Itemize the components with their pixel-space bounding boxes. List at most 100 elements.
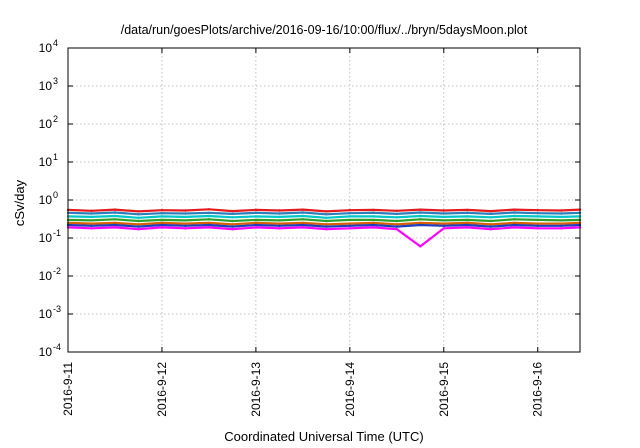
data-point <box>419 223 422 227</box>
data-point <box>113 211 117 214</box>
y-tick-exponent: -2 <box>53 266 61 276</box>
data-point <box>278 215 281 219</box>
data-point <box>489 228 492 231</box>
data-point <box>395 219 398 223</box>
y-tick-base: 10 <box>39 155 53 169</box>
x-tick-label: 2016-9-12 <box>155 362 169 417</box>
series-lines <box>66 208 582 248</box>
data-point <box>372 218 375 222</box>
data-point <box>466 221 469 225</box>
data-point <box>301 223 305 227</box>
data-point <box>325 225 328 228</box>
data-point <box>466 223 469 227</box>
data-point <box>254 221 258 225</box>
data-point <box>372 223 375 227</box>
data-point <box>395 212 398 216</box>
data-point <box>90 222 93 225</box>
series-line <box>67 211 581 216</box>
data-point <box>489 223 492 226</box>
data-point <box>184 215 187 219</box>
data-point <box>184 227 187 230</box>
data-point <box>419 208 422 211</box>
y-tick-exponent: -1 <box>53 228 61 238</box>
data-point <box>419 211 422 214</box>
data-point <box>184 224 187 227</box>
data-point <box>489 219 492 223</box>
data-point <box>160 209 164 212</box>
data-point <box>560 215 563 219</box>
data-point <box>536 227 539 230</box>
data-point <box>207 214 211 218</box>
data-point <box>536 215 539 218</box>
series-line <box>67 221 581 226</box>
data-point <box>513 208 516 211</box>
data-point <box>513 218 516 221</box>
y-tick-label: 10 -4 <box>39 342 61 359</box>
data-point <box>278 227 281 230</box>
data-point <box>325 223 328 226</box>
data-point <box>372 226 375 229</box>
data-point <box>372 215 375 218</box>
data-point <box>278 224 281 227</box>
data-point <box>442 212 445 215</box>
y-tick-base: 10 <box>39 79 53 93</box>
data-point <box>536 209 539 212</box>
data-point <box>536 212 539 215</box>
y-tick-base: 10 <box>39 41 53 55</box>
y-tick-base: 10 <box>39 193 53 207</box>
data-point <box>466 211 469 214</box>
data-point <box>372 221 375 225</box>
data-point <box>513 214 516 218</box>
data-point <box>560 227 563 230</box>
data-point <box>489 225 492 228</box>
y-tick-label: 10 0 <box>39 190 58 207</box>
series-line <box>67 214 581 219</box>
data-point <box>301 214 305 218</box>
y-tick-base: 10 <box>39 345 53 359</box>
y-tick-base: 10 <box>39 307 53 321</box>
data-point <box>348 227 351 230</box>
grid-lines <box>68 48 580 352</box>
data-point <box>536 224 539 227</box>
data-point <box>231 219 234 223</box>
data-point <box>160 221 164 225</box>
y-tick-exponent: 3 <box>53 76 58 86</box>
data-point <box>372 208 375 212</box>
data-point <box>372 211 375 214</box>
data-point <box>160 218 164 222</box>
y-tick-exponent: 0 <box>53 190 58 200</box>
y-tick-exponent: 2 <box>53 114 58 124</box>
data-point <box>207 218 211 221</box>
data-point <box>207 223 211 227</box>
data-point <box>137 225 140 228</box>
data-point <box>442 227 445 230</box>
data-point <box>348 218 351 222</box>
data-point <box>466 226 469 229</box>
data-point <box>137 219 140 223</box>
data-point <box>207 226 211 229</box>
data-point <box>301 226 305 229</box>
data-point <box>254 208 258 212</box>
y-tick-label: 10 2 <box>39 114 58 131</box>
data-point <box>348 222 351 225</box>
data-point <box>207 211 211 214</box>
data-point <box>160 215 164 218</box>
x-tick-label: 2016-9-13 <box>249 362 263 417</box>
data-point <box>301 208 305 211</box>
data-point <box>536 222 539 225</box>
data-point <box>231 209 234 213</box>
data-point <box>231 212 234 216</box>
x-tick-label: 2016-9-15 <box>437 362 451 417</box>
y-tick-base: 10 <box>39 231 53 245</box>
data-point <box>513 226 516 229</box>
data-point <box>113 221 117 225</box>
data-point <box>489 216 492 219</box>
data-point <box>160 212 164 215</box>
data-point <box>184 212 187 215</box>
x-tick-label: 2016-9-14 <box>343 362 357 417</box>
y-tick-label: 10 1 <box>39 152 58 169</box>
data-point <box>184 219 187 222</box>
y-tick-label: 10 3 <box>39 76 58 93</box>
series-line <box>67 226 581 248</box>
